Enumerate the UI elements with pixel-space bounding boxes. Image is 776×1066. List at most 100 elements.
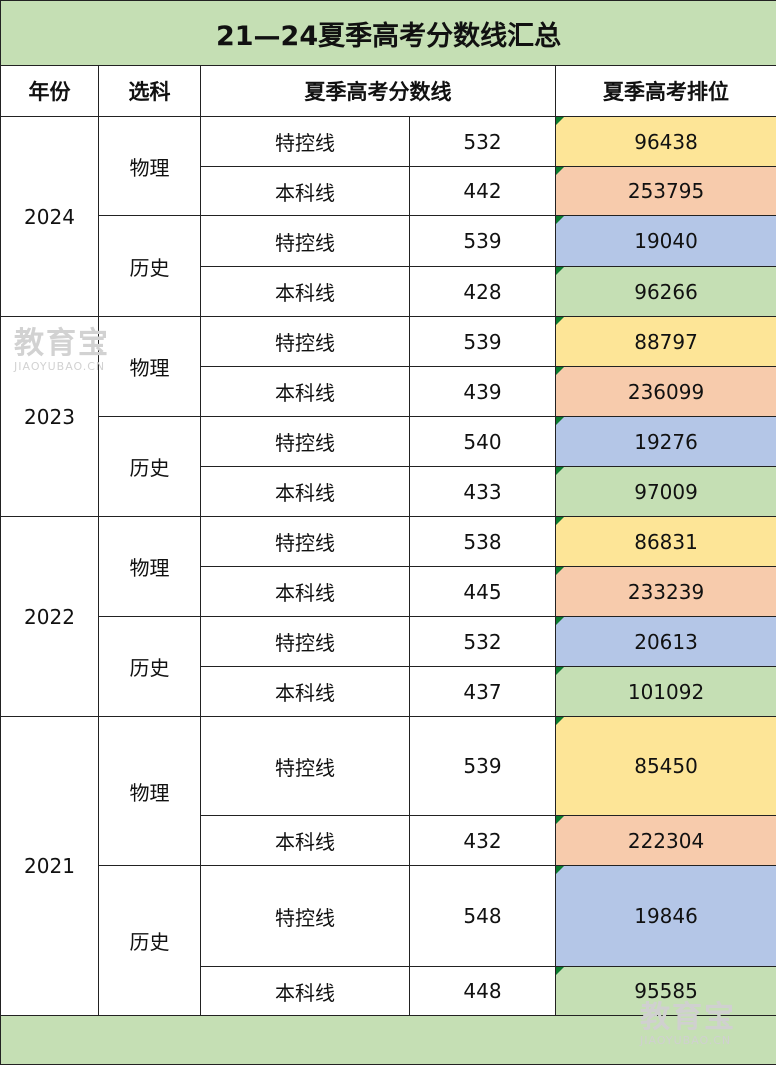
comment-flag-icon [556,667,564,675]
line-type-cell: 本科线 [200,666,410,717]
line-type-cell: 本科线 [200,815,410,866]
score-cell: 539 [409,316,556,367]
line-type-cell: 特控线 [200,716,410,816]
line-type-cell: 本科线 [200,566,410,617]
line-type-cell: 特控线 [200,516,410,567]
table-row: 历史 特控线 539 19040 [1,215,776,317]
subject-cell: 物理 [98,116,201,216]
header-rank: 夏季高考排位 [554,65,776,117]
score-cell: 433 [409,466,556,517]
comment-flag-icon [556,717,564,725]
header-subject: 选科 [98,65,201,117]
comment-flag-icon [556,417,564,425]
table-row: 历史 特控线 548 19846 [1,865,776,1016]
footer-band [0,1015,776,1065]
table-row: 2022 物理 特控线 538 86831 [0,516,776,717]
table-row: 本科线 433 97009 [1,466,776,517]
comment-flag-icon [556,317,564,325]
line-type-cell: 本科线 [200,966,410,1016]
score-cell: 448 [409,966,556,1016]
subject-cell: 历史 [98,865,201,1016]
line-type-cell: 本科线 [200,166,410,216]
comment-flag-icon [556,967,564,975]
comment-flag-icon [556,216,564,224]
rank-cell: 19276 [554,416,776,467]
comment-flag-icon [556,816,564,824]
line-type-cell: 本科线 [200,266,410,317]
year-cell: 2021 [0,716,99,1016]
rank-cell: 101092 [554,666,776,717]
table-row: 本科线 448 95585 [1,966,776,1016]
line-type-cell: 特控线 [200,116,410,167]
table-row: 2021 物理 特控线 539 85450 [0,716,776,1016]
rank-cell: 222304 [554,815,776,866]
title-row: 21—24夏季高考分数线汇总 [0,0,776,66]
comment-flag-icon [556,866,564,874]
table-row: 历史 特控线 532 20613 [1,616,776,717]
table-row: 本科线 428 96266 [1,266,776,317]
line-type-cell: 特控线 [200,865,410,967]
table-row: 本科线 442 253795 [1,166,776,216]
rank-cell: 86831 [554,516,776,567]
year-cell: 2023 [0,316,99,517]
rank-cell: 88797 [554,316,776,367]
table-row: 2024 物理 特控线 532 96438 [0,116,776,317]
comment-flag-icon [556,517,564,525]
comment-flag-icon [556,167,564,175]
rank-cell: 19846 [554,865,776,967]
header-row: 年份 选科 夏季高考分数线 夏季高考排位 [0,65,776,117]
subject-cell: 历史 [98,616,201,717]
subject-cell: 历史 [98,215,201,317]
score-cell: 445 [409,566,556,617]
rank-cell: 20613 [554,616,776,667]
subject-cell: 物理 [98,516,201,617]
table-row: 本科线 432 222304 [1,815,776,866]
score-cell: 439 [409,366,556,417]
score-cell: 532 [409,616,556,667]
subject-cell: 历史 [98,416,201,517]
comment-flag-icon [556,617,564,625]
score-cell: 540 [409,416,556,467]
header-score: 夏季高考分数线 [200,65,556,117]
line-type-cell: 特控线 [200,416,410,467]
table-title: 21—24夏季高考分数线汇总 [0,0,776,66]
year-cell: 2022 [0,516,99,717]
score-cell: 442 [409,166,556,216]
rank-cell: 96266 [554,266,776,317]
rank-cell: 19040 [554,215,776,267]
line-type-cell: 本科线 [200,466,410,517]
rank-cell: 95585 [554,966,776,1016]
table-row: 本科线 437 101092 [1,666,776,717]
year-cell: 2024 [0,116,99,317]
rank-cell: 97009 [554,466,776,517]
line-type-cell: 特控线 [200,616,410,667]
subject-cell: 物理 [98,316,201,417]
score-cell: 532 [409,116,556,167]
rank-cell: 236099 [554,366,776,417]
score-cell: 428 [409,266,556,317]
comment-flag-icon [556,567,564,575]
table-row: 历史 特控线 540 19276 [1,416,776,517]
score-cell: 432 [409,815,556,866]
score-cell: 437 [409,666,556,717]
score-cell: 538 [409,516,556,567]
table-row: 本科线 439 236099 [1,366,776,417]
rank-cell: 96438 [554,116,776,167]
subject-cell: 物理 [98,716,201,866]
header-year: 年份 [0,65,99,117]
table-row: 2023 物理 特控线 539 88797 [0,316,776,517]
line-type-cell: 特控线 [200,316,410,367]
score-cell: 548 [409,865,556,967]
comment-flag-icon [556,267,564,275]
rank-cell: 253795 [554,166,776,216]
line-type-cell: 特控线 [200,215,410,267]
score-cell: 539 [409,215,556,267]
rank-cell: 233239 [554,566,776,617]
comment-flag-icon [556,467,564,475]
score-cell: 539 [409,716,556,816]
table-row: 本科线 445 233239 [1,566,776,617]
rank-cell: 85450 [554,716,776,816]
comment-flag-icon [556,367,564,375]
line-type-cell: 本科线 [200,366,410,417]
